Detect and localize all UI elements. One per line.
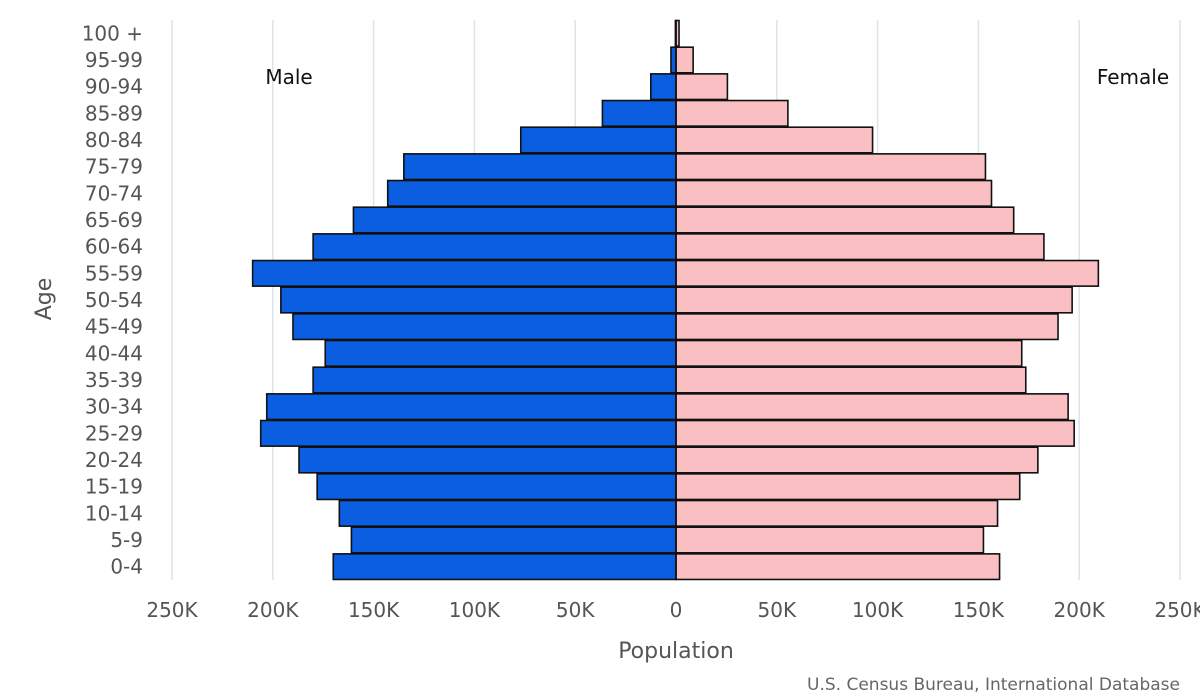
female-bar bbox=[675, 313, 1059, 341]
male-bar bbox=[519, 126, 677, 154]
male-bar bbox=[265, 393, 677, 421]
age-group-label: 85-89 bbox=[85, 101, 143, 125]
age-group-label: 80-84 bbox=[85, 128, 143, 152]
female-bar bbox=[675, 99, 789, 127]
age-group-label: 40-44 bbox=[85, 341, 143, 365]
female-bar bbox=[675, 179, 993, 207]
male-bar bbox=[338, 499, 677, 527]
x-axis-tick-labels: 250K 200K 150K 100K 50K 0 50K 100K 150K 200K 250K bbox=[146, 598, 1200, 622]
age-group-label: 95-99 bbox=[85, 48, 143, 72]
male-bar bbox=[649, 73, 677, 101]
source-credit: U.S. Census Bureau, International Databa… bbox=[807, 675, 1180, 695]
female-bar bbox=[675, 393, 1069, 421]
x-tick-label: 150K bbox=[348, 598, 400, 622]
female-bar bbox=[675, 73, 729, 101]
age-group-label: 55-59 bbox=[85, 261, 143, 285]
male-bar bbox=[352, 206, 677, 234]
female-series-label: Female bbox=[1097, 65, 1169, 89]
male-bar bbox=[259, 419, 677, 447]
male-bar bbox=[312, 233, 677, 261]
x-tick-label: 0 bbox=[670, 598, 683, 622]
female-bar bbox=[675, 366, 1027, 394]
age-group-label: 100 + bbox=[82, 21, 143, 45]
age-group-label: 60-64 bbox=[85, 235, 143, 259]
age-group-label: 75-79 bbox=[85, 155, 143, 179]
age-group-label: 15-19 bbox=[85, 475, 143, 499]
male-bar bbox=[403, 153, 677, 181]
x-axis-title: Population bbox=[618, 639, 734, 664]
x-tick-label: 200K bbox=[1054, 598, 1106, 622]
female-bar bbox=[675, 46, 694, 74]
age-group-label: 65-69 bbox=[85, 208, 143, 232]
male-bar bbox=[386, 179, 677, 207]
female-bar bbox=[675, 499, 999, 527]
female-bar bbox=[675, 233, 1045, 261]
x-tick-label: 250K bbox=[146, 598, 198, 622]
x-tick-label: 100K bbox=[852, 598, 904, 622]
female-bar bbox=[675, 553, 1001, 581]
male-bar bbox=[298, 446, 677, 474]
bars bbox=[251, 19, 1100, 581]
male-bar bbox=[280, 286, 677, 314]
y-axis-title: Age bbox=[32, 278, 57, 321]
age-group-label: 25-29 bbox=[85, 421, 143, 445]
age-group-label: 10-14 bbox=[85, 501, 143, 525]
male-bar bbox=[324, 339, 677, 367]
male-bar bbox=[316, 473, 677, 501]
x-tick-label: 250K bbox=[1154, 598, 1200, 622]
male-bar bbox=[332, 553, 677, 581]
age-group-label: 20-24 bbox=[85, 448, 143, 472]
age-group-label: 0-4 bbox=[110, 555, 143, 579]
female-bar bbox=[675, 259, 1100, 287]
x-tick-label: 200K bbox=[247, 598, 299, 622]
age-group-label: 50-54 bbox=[85, 288, 143, 312]
age-group-label: 5-9 bbox=[110, 528, 143, 552]
x-tick-label: 50K bbox=[556, 598, 595, 622]
male-bar bbox=[251, 259, 677, 287]
female-bar bbox=[675, 286, 1073, 314]
x-tick-label: 150K bbox=[953, 598, 1005, 622]
female-bar bbox=[675, 473, 1021, 501]
male-bar bbox=[312, 366, 677, 394]
age-group-label: 45-49 bbox=[85, 315, 143, 339]
female-bar bbox=[675, 126, 874, 154]
male-bar bbox=[601, 99, 677, 127]
female-bar bbox=[675, 339, 1023, 367]
female-bar bbox=[675, 153, 987, 181]
x-tick-label: 50K bbox=[758, 598, 797, 622]
male-series-label: Male bbox=[265, 65, 312, 89]
female-bar bbox=[675, 206, 1015, 234]
male-bar bbox=[292, 313, 677, 341]
age-group-label: 70-74 bbox=[85, 181, 143, 205]
female-bar bbox=[675, 446, 1039, 474]
female-bar bbox=[675, 419, 1075, 447]
age-group-label: 30-34 bbox=[85, 395, 143, 419]
age-group-label: 35-39 bbox=[85, 368, 143, 392]
female-bar bbox=[675, 526, 985, 554]
age-group-label: 90-94 bbox=[85, 75, 143, 99]
male-bar bbox=[350, 526, 677, 554]
x-tick-label: 100K bbox=[449, 598, 501, 622]
